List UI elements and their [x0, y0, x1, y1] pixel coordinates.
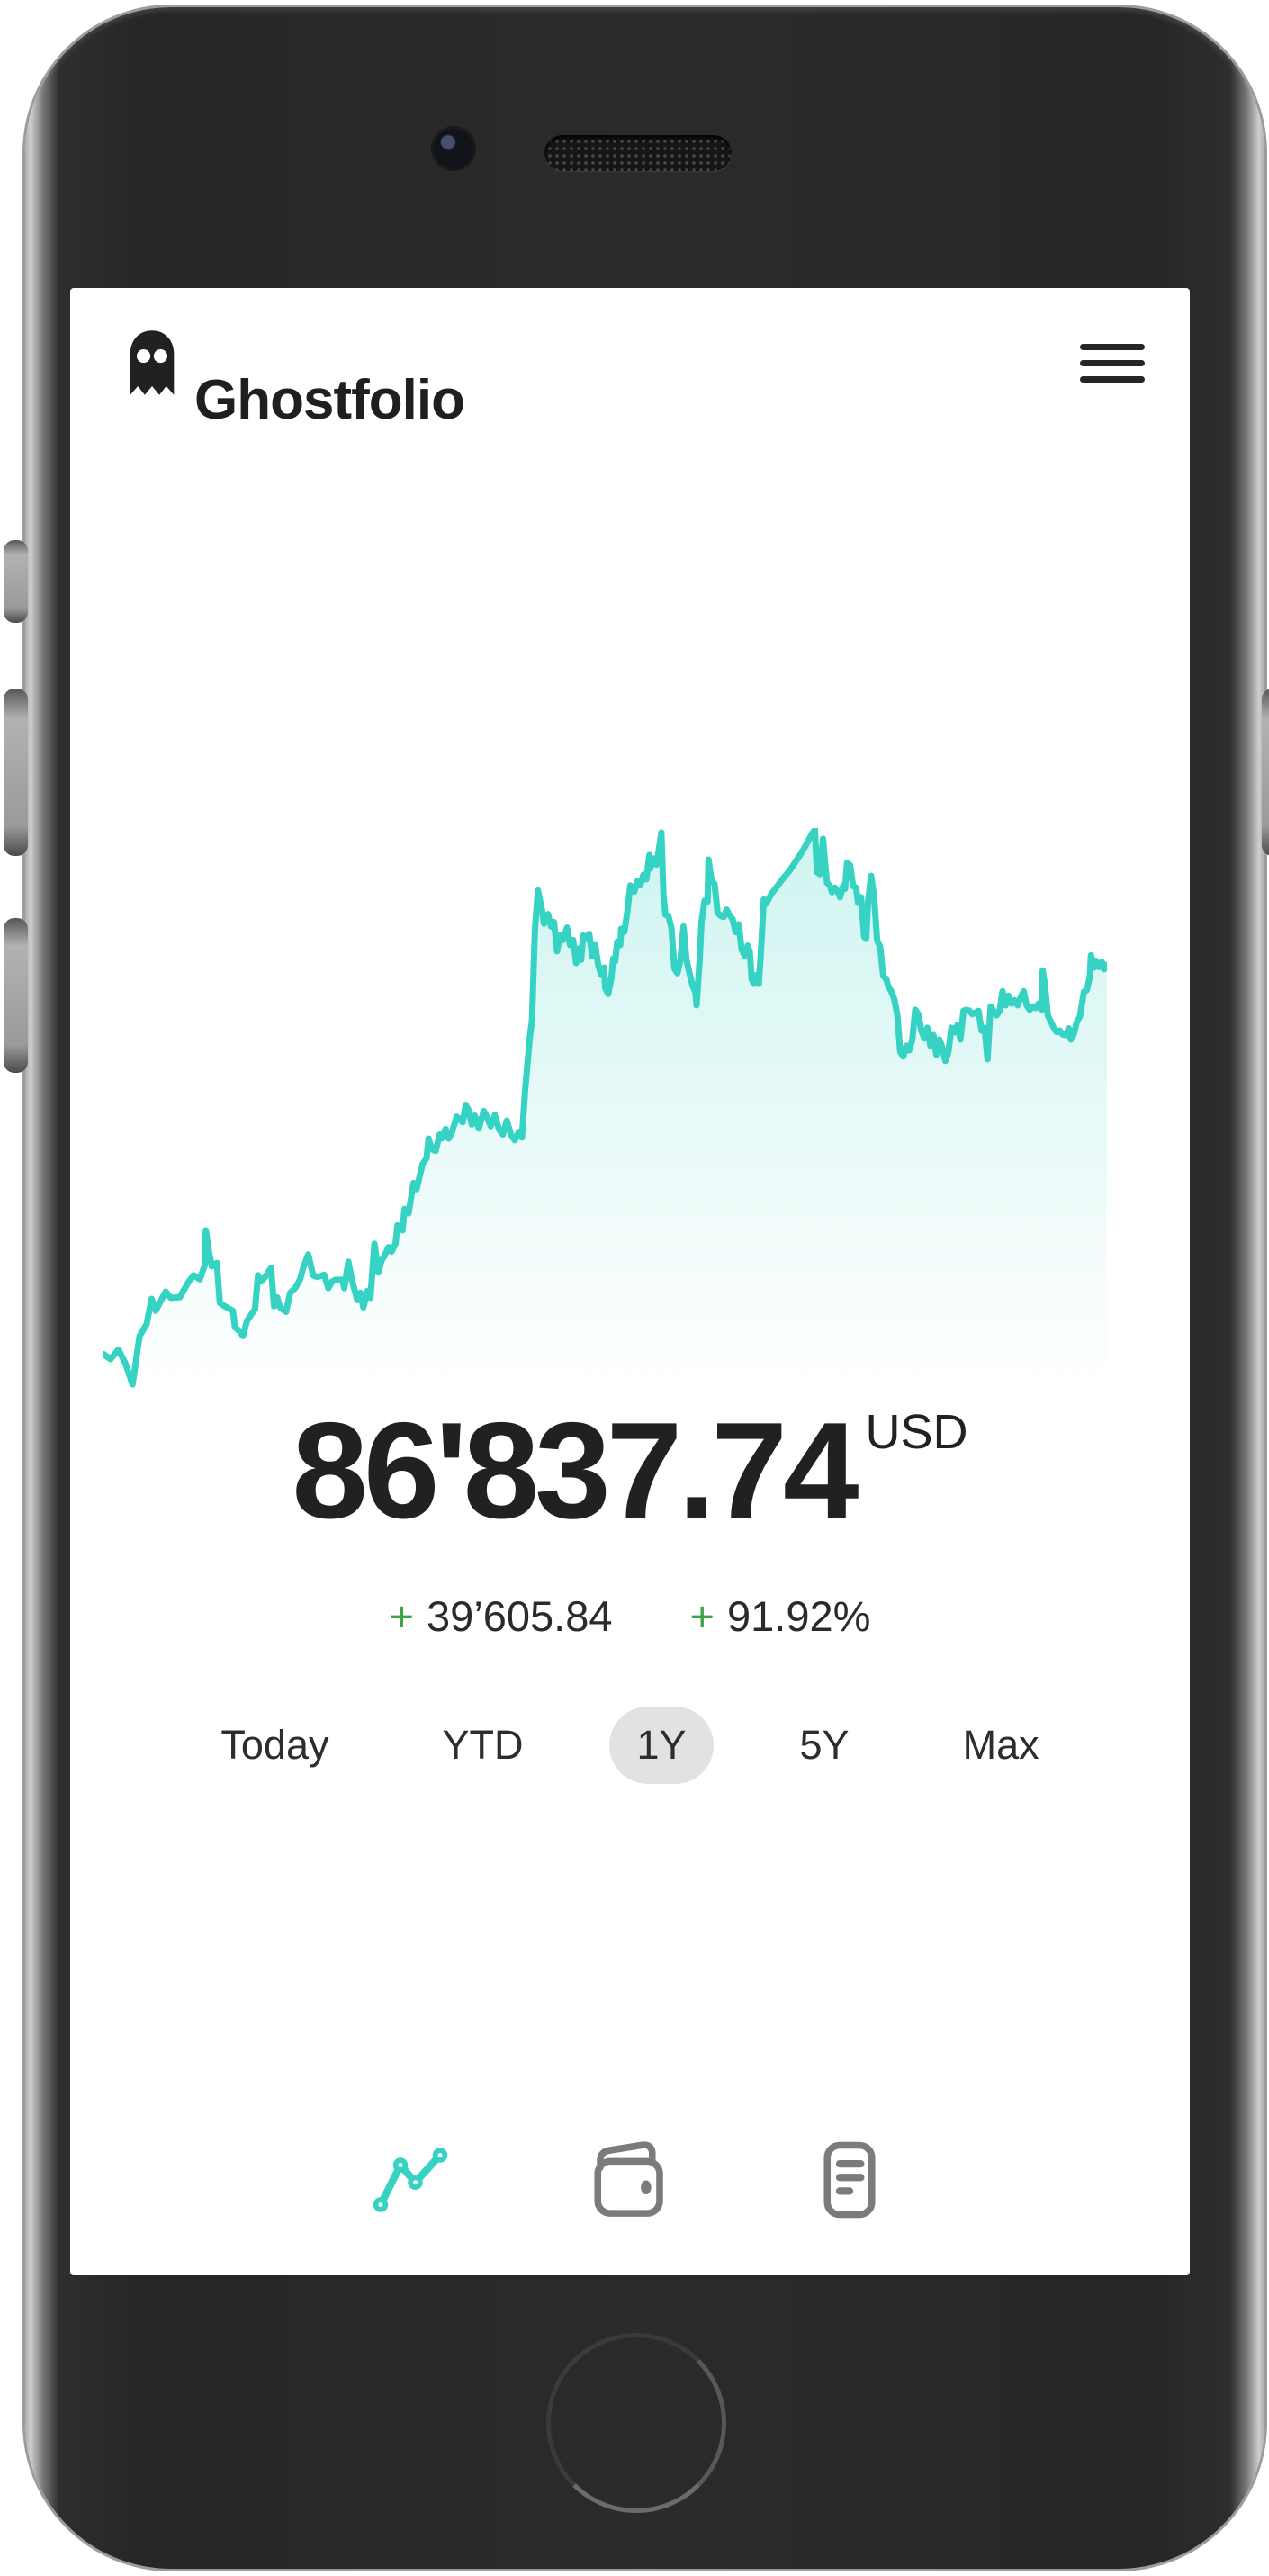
- tab-report[interactable]: [810, 2140, 889, 2220]
- volume-up-button[interactable]: [4, 689, 28, 856]
- ghost-logo-icon: [128, 328, 176, 398]
- change-percent-value: 91.92%: [726, 1592, 871, 1640]
- change-absolute-value: 39’605.84: [427, 1592, 613, 1640]
- report-icon: [824, 2141, 876, 2219]
- range-button-5y[interactable]: 5Y: [773, 1707, 877, 1784]
- tab-performance[interactable]: [371, 2140, 450, 2220]
- chart-line: [100, 826, 1111, 1388]
- bottom-nav: [70, 2140, 1190, 2220]
- wallet-icon: [594, 2141, 663, 2217]
- power-button[interactable]: [1262, 689, 1269, 856]
- portfolio-change-row: + 39’605.84 + 91.92%: [70, 1591, 1190, 1641]
- range-button-max[interactable]: Max: [936, 1707, 1066, 1784]
- phone-frame: Ghostfolio 86'837.74 USD: [4, 7, 1269, 2569]
- chart-line-icon: [373, 2148, 448, 2212]
- range-button-1y[interactable]: 1Y: [609, 1707, 714, 1784]
- range-selector: Today YTD 1Y 5Y Max: [70, 1707, 1190, 1784]
- change-absolute: + 39’605.84: [390, 1591, 613, 1641]
- chart-area-fill: [104, 829, 1107, 1391]
- volume-down-button[interactable]: [4, 918, 28, 1073]
- currency-label: USD: [865, 1405, 968, 1459]
- performance-chart: [100, 826, 1111, 1391]
- app-header: Ghostfolio: [70, 288, 1190, 441]
- change-percent: + 91.92%: [690, 1591, 871, 1641]
- plus-sign-icon: +: [689, 1592, 715, 1640]
- front-camera-icon: [434, 129, 473, 168]
- page-title: Ghostfolio: [194, 368, 465, 431]
- hamburger-menu-icon[interactable]: [1080, 344, 1145, 383]
- range-button-today[interactable]: Today: [194, 1707, 356, 1784]
- portfolio-value-row: 86'837.74 USD: [70, 1402, 1190, 1539]
- plus-sign-icon: +: [389, 1592, 415, 1640]
- app-screen: Ghostfolio 86'837.74 USD: [70, 288, 1190, 2275]
- tab-wallet[interactable]: [590, 2140, 670, 2220]
- mute-switch[interactable]: [4, 540, 28, 623]
- range-button-ytd[interactable]: YTD: [415, 1707, 550, 1784]
- portfolio-total-value: 86'837.74: [292, 1394, 859, 1547]
- earpiece-speaker-icon: [544, 135, 732, 171]
- home-button[interactable]: [546, 2333, 726, 2513]
